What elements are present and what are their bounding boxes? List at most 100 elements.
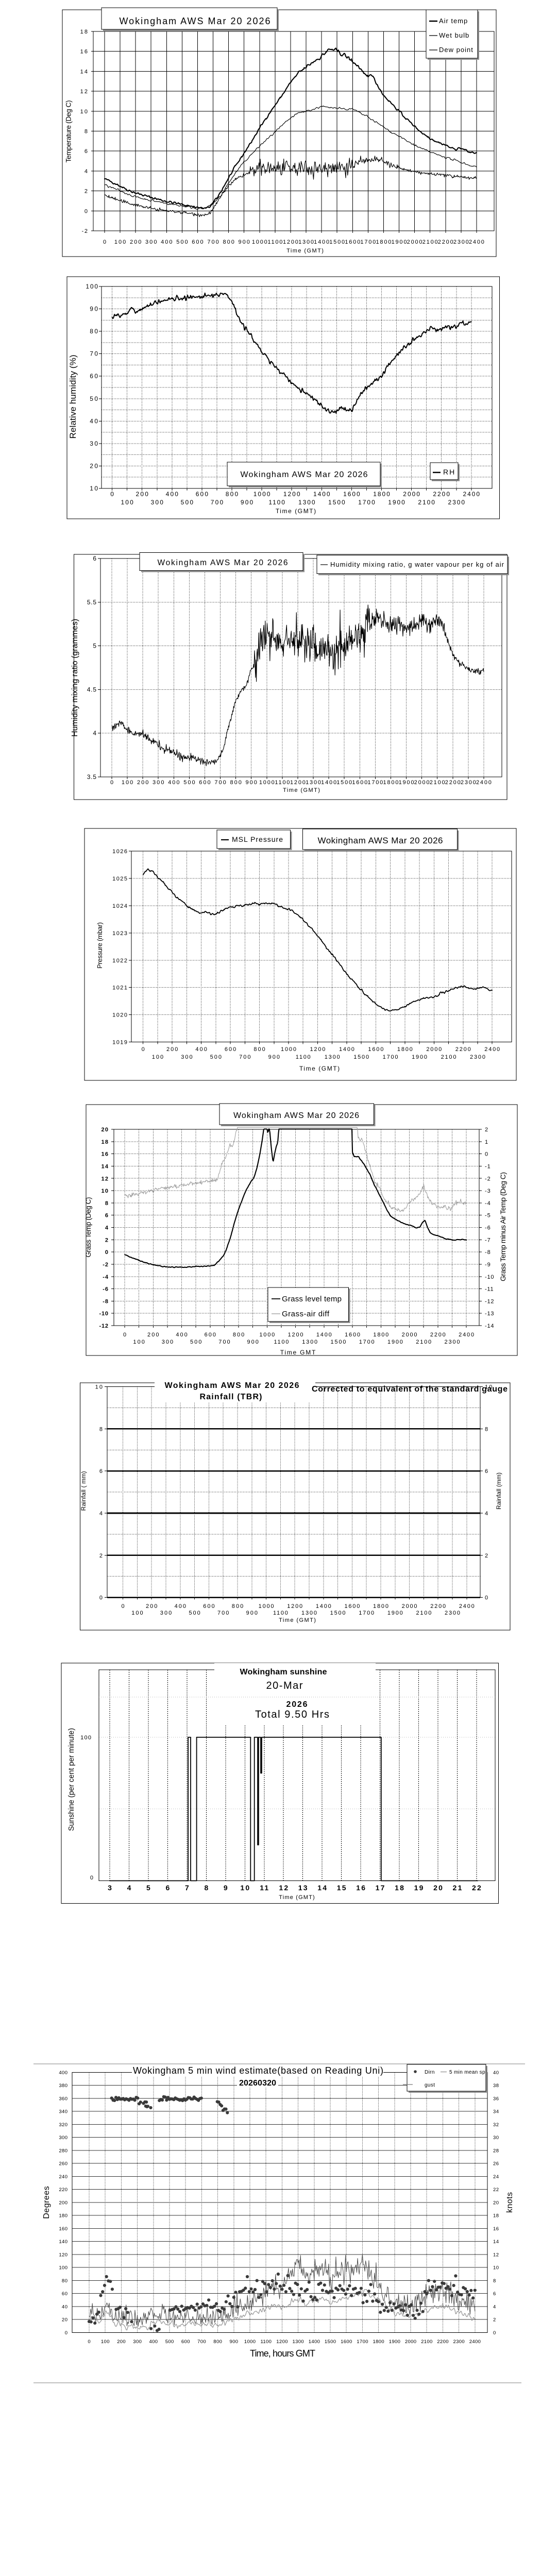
svg-text:1600: 1600 <box>368 1046 383 1053</box>
svg-text:400: 400 <box>176 1332 187 1338</box>
svg-text:16: 16 <box>80 49 88 55</box>
svg-text:Corrected to equivalent of the: Corrected to equivalent of the standard … <box>312 1385 508 1394</box>
svg-text:1300: 1300 <box>306 779 321 786</box>
svg-text:36: 36 <box>493 2096 499 2102</box>
svg-text:Time (GMT): Time (GMT) <box>283 787 320 793</box>
svg-text:1900: 1900 <box>387 1610 403 1616</box>
svg-text:18: 18 <box>102 1139 109 1145</box>
svg-text:1800: 1800 <box>373 2339 384 2345</box>
svg-text:300: 300 <box>162 1339 173 1345</box>
svg-text:1600: 1600 <box>345 239 360 245</box>
svg-text:-5: -5 <box>485 1213 491 1219</box>
svg-text:13: 13 <box>298 1884 308 1892</box>
svg-text:1100: 1100 <box>273 1610 288 1616</box>
svg-text:100: 100 <box>152 1054 163 1060</box>
svg-text:700: 700 <box>239 1054 250 1060</box>
svg-text:10: 10 <box>90 485 98 492</box>
svg-text:1800: 1800 <box>376 239 391 245</box>
svg-text:2300: 2300 <box>461 779 476 786</box>
svg-text:18: 18 <box>80 29 88 35</box>
svg-text:2300: 2300 <box>470 1054 485 1060</box>
svg-text:900: 900 <box>247 1339 258 1345</box>
svg-text:2400: 2400 <box>459 1603 475 1609</box>
svg-text:80: 80 <box>90 328 98 335</box>
svg-text:2300: 2300 <box>453 2339 465 2345</box>
svg-text:-6: -6 <box>103 1286 108 1293</box>
svg-text:700: 700 <box>211 499 224 506</box>
svg-text:Grass level temp: Grass level temp <box>282 1295 342 1303</box>
svg-text:1026: 1026 <box>112 849 127 855</box>
svg-text:300: 300 <box>160 1610 172 1616</box>
svg-text:800: 800 <box>230 779 241 786</box>
svg-text:1800: 1800 <box>373 1332 388 1338</box>
svg-text:2100: 2100 <box>441 1054 457 1060</box>
svg-text:240: 240 <box>59 2174 67 2180</box>
svg-text:5: 5 <box>146 1884 150 1892</box>
svg-text:220: 220 <box>59 2187 67 2193</box>
svg-text:Pressure (mbar): Pressure (mbar) <box>96 922 104 969</box>
svg-text:0: 0 <box>99 1595 103 1601</box>
svg-text:260: 260 <box>59 2161 67 2167</box>
svg-text:80: 80 <box>62 2278 67 2284</box>
svg-text:18: 18 <box>493 2213 499 2219</box>
svg-text:2400: 2400 <box>469 2339 481 2345</box>
svg-text:900: 900 <box>246 779 257 786</box>
svg-text:2000: 2000 <box>407 239 422 245</box>
svg-text:100: 100 <box>133 1339 144 1345</box>
svg-text:900: 900 <box>241 499 253 506</box>
svg-text:2: 2 <box>485 1553 488 1559</box>
svg-text:Wokingham AWS Mar 20 2026: Wokingham AWS Mar 20 2026 <box>233 1111 359 1120</box>
svg-text:Time, hours GMT: Time, hours GMT <box>250 2348 315 2359</box>
svg-text:2000: 2000 <box>426 1046 442 1053</box>
svg-text:14: 14 <box>317 1884 327 1892</box>
svg-text:knots: knots <box>505 2192 514 2213</box>
svg-text:2100: 2100 <box>430 779 445 786</box>
svg-text:600: 600 <box>192 239 203 245</box>
svg-text:0: 0 <box>88 2339 90 2345</box>
svg-text:1400: 1400 <box>309 2339 320 2345</box>
svg-text:1700: 1700 <box>358 499 375 506</box>
svg-text:10: 10 <box>102 1188 109 1194</box>
svg-text:34: 34 <box>493 2109 499 2115</box>
svg-text:8: 8 <box>105 1200 108 1207</box>
svg-text:900: 900 <box>239 239 250 245</box>
svg-text:1900: 1900 <box>412 1054 427 1060</box>
svg-text:Wet bulb: Wet bulb <box>439 31 469 39</box>
svg-text:11: 11 <box>260 1884 268 1892</box>
svg-text:9: 9 <box>224 1884 228 1892</box>
svg-text:1900: 1900 <box>389 2339 400 2345</box>
svg-text:-2: -2 <box>485 1176 491 1182</box>
svg-text:-3: -3 <box>485 1188 491 1194</box>
svg-text:2400: 2400 <box>469 239 484 245</box>
svg-text:1900: 1900 <box>392 239 407 245</box>
svg-text:4: 4 <box>84 168 88 175</box>
svg-text:Temperature (Deg C): Temperature (Deg C) <box>65 100 73 163</box>
svg-text:1600: 1600 <box>352 779 367 786</box>
svg-text:1100: 1100 <box>274 1339 289 1345</box>
svg-text:200: 200 <box>146 1603 157 1609</box>
svg-text:22: 22 <box>472 1884 481 1892</box>
svg-text:60: 60 <box>62 2291 67 2297</box>
svg-text:0: 0 <box>65 2330 67 2336</box>
svg-text:1700: 1700 <box>359 1610 374 1616</box>
svg-text:2100: 2100 <box>416 1610 431 1616</box>
svg-text:60: 60 <box>90 372 98 380</box>
svg-text:Wokingham AWS Mar 20 2026: Wokingham AWS Mar 20 2026 <box>241 470 368 479</box>
svg-text:500: 500 <box>210 1054 222 1060</box>
svg-text:2400: 2400 <box>476 779 492 786</box>
svg-text:5: 5 <box>93 642 96 650</box>
svg-text:280: 280 <box>59 2148 67 2154</box>
svg-text:100: 100 <box>114 239 126 245</box>
svg-text:10: 10 <box>493 2265 499 2271</box>
svg-text:20: 20 <box>62 2317 67 2323</box>
svg-text:160: 160 <box>59 2226 67 2232</box>
svg-text:-4: -4 <box>103 1274 109 1280</box>
svg-text:2100: 2100 <box>421 2339 432 2345</box>
svg-text:1900: 1900 <box>387 1339 403 1345</box>
svg-text:RH: RH <box>443 468 454 476</box>
svg-text:1200: 1200 <box>283 239 298 245</box>
svg-text:2200: 2200 <box>433 490 450 498</box>
svg-text:500: 500 <box>183 779 195 786</box>
svg-text:1600: 1600 <box>345 1332 360 1338</box>
svg-text:5 min mean sp: 5 min mean sp <box>449 2070 485 2075</box>
